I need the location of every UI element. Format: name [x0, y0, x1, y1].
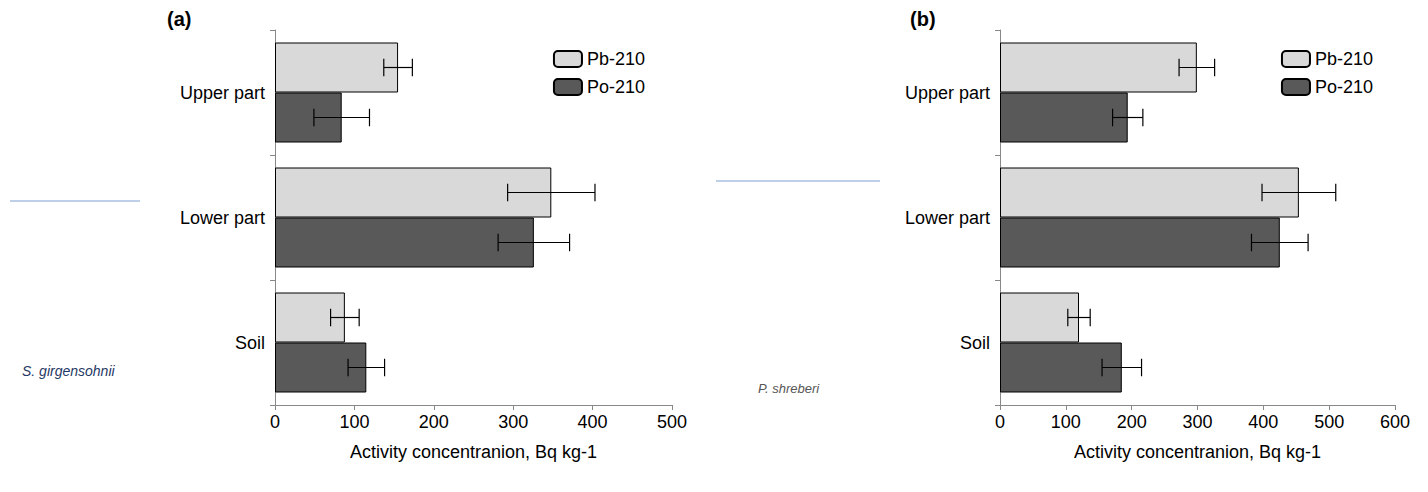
- svg-text:200: 200: [1117, 412, 1147, 432]
- svg-text:Soil: Soil: [960, 333, 990, 353]
- svg-text:500: 500: [1314, 412, 1344, 432]
- svg-text:500: 500: [657, 412, 687, 432]
- svg-text:Lower part: Lower part: [905, 208, 990, 228]
- svg-text:S. girgensohnii: S. girgensohnii: [22, 363, 116, 379]
- svg-text:0: 0: [270, 412, 280, 432]
- svg-text:100: 100: [339, 412, 369, 432]
- svg-text:Soil: Soil: [235, 333, 265, 353]
- svg-text:Pb-210: Pb-210: [587, 49, 645, 69]
- svg-text:0: 0: [995, 412, 1005, 432]
- svg-text:P. shreberi: P. shreberi: [758, 381, 820, 396]
- svg-text:400: 400: [578, 412, 608, 432]
- svg-text:Po-210: Po-210: [1315, 77, 1373, 97]
- svg-text:Upper part: Upper part: [905, 83, 990, 103]
- svg-text:(a): (a): [167, 8, 191, 30]
- svg-text:100: 100: [1051, 412, 1081, 432]
- svg-text:300: 300: [498, 412, 528, 432]
- svg-text:Lower part: Lower part: [180, 208, 265, 228]
- svg-text:600: 600: [1380, 412, 1410, 432]
- svg-text:Po-210: Po-210: [587, 77, 645, 97]
- svg-text:(b): (b): [910, 8, 936, 30]
- svg-text:300: 300: [1182, 412, 1212, 432]
- svg-text:Upper part: Upper part: [180, 83, 265, 103]
- svg-text:400: 400: [1248, 412, 1278, 432]
- svg-text:Activity concentranion, Bq kg-: Activity concentranion, Bq kg-1: [1074, 442, 1321, 462]
- svg-text:200: 200: [419, 412, 449, 432]
- svg-text:Activity concentranion, Bq kg-: Activity concentranion, Bq kg-1: [350, 442, 597, 462]
- svg-text:Pb-210: Pb-210: [1315, 49, 1373, 69]
